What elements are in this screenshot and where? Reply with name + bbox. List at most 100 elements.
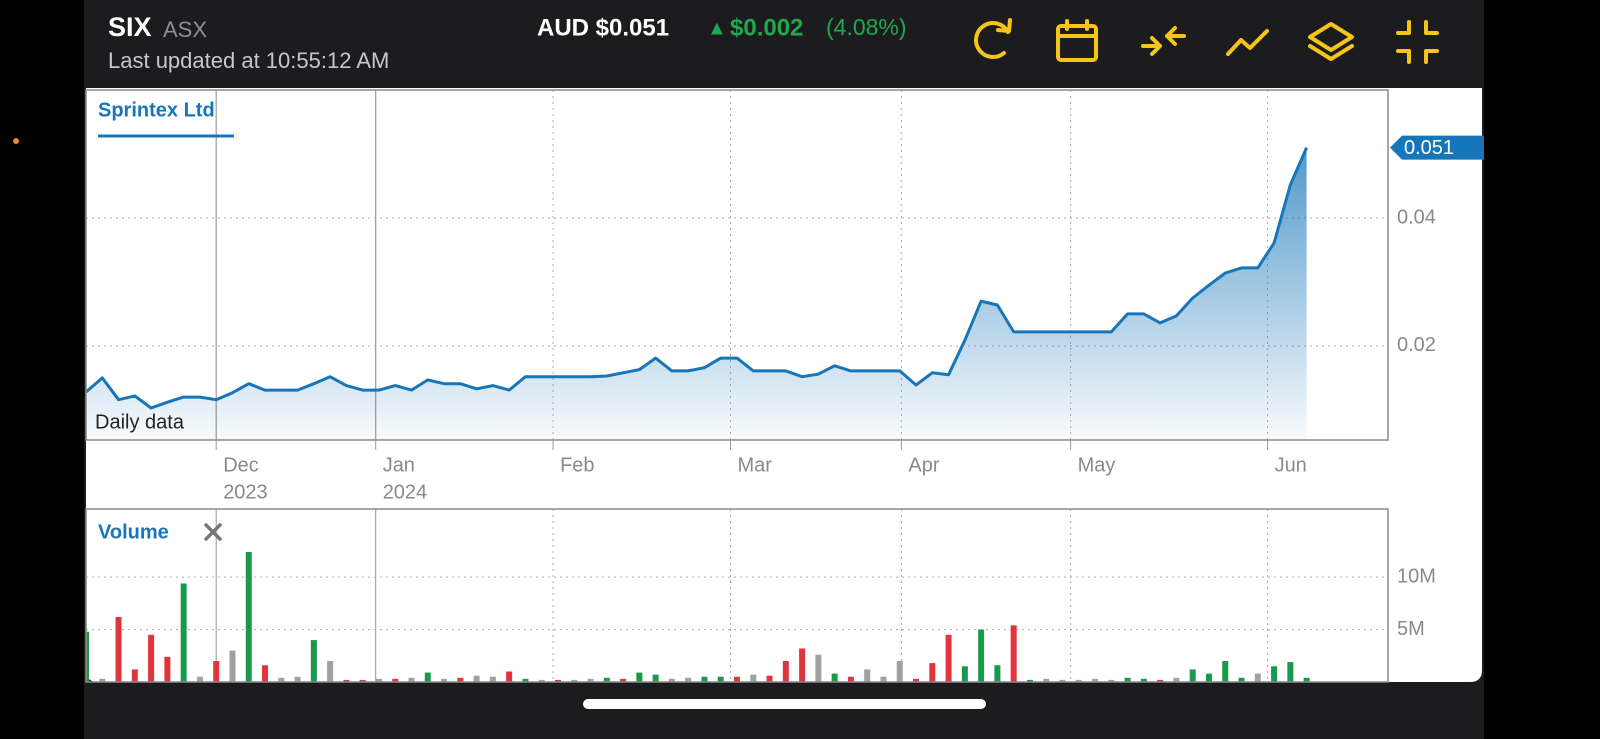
volume-bar (164, 656, 171, 682)
volume-bar (587, 678, 594, 682)
calendar-icon[interactable] (1056, 19, 1098, 62)
volume-bar (1157, 679, 1164, 682)
indicator-dot (13, 138, 19, 144)
volume-bar (945, 634, 952, 682)
volume-bar (929, 663, 936, 682)
volume-bar (278, 677, 285, 682)
x-tick-label: Jan (383, 454, 415, 476)
volume-bar (1254, 673, 1261, 682)
x-tick-label: Feb (560, 454, 594, 476)
volume-bar (571, 679, 578, 682)
volume-bar (620, 678, 627, 682)
volume-bar (750, 674, 757, 682)
volume-bar (1271, 666, 1278, 682)
annotation: Daily data (95, 411, 185, 433)
volume-bar (424, 672, 431, 682)
volume-bar (734, 676, 740, 682)
volume-bar (115, 616, 122, 682)
last-price-label: 0.051 (1404, 137, 1454, 159)
change: $0.002 (730, 14, 803, 41)
volume-bar (1043, 678, 1050, 682)
volume-bar (441, 678, 448, 682)
x-tick-label: May (1078, 454, 1116, 476)
volume-bar (457, 677, 464, 682)
chart-type-icon[interactable] (1226, 29, 1269, 56)
refresh-icon[interactable] (974, 18, 1012, 59)
price: AUD $0.051 (537, 14, 669, 41)
volume-bar (310, 640, 317, 682)
volume-bar (1189, 669, 1196, 682)
volume-bar (408, 677, 415, 682)
volume-bar (1303, 677, 1310, 682)
change-arrow: ▲ (707, 17, 727, 39)
x-tick-label: Dec (223, 454, 259, 476)
volume-title: Volume (98, 521, 169, 543)
x-tick-label: Mar (737, 454, 772, 476)
volume-bar (766, 675, 773, 682)
volume-bar (180, 583, 187, 682)
symbol: SIX (108, 12, 152, 42)
x-tick-year: 2023 (223, 481, 268, 503)
volume-bar (245, 551, 252, 682)
volume-bar (799, 648, 806, 682)
series (86, 551, 1310, 682)
change-percent: (4.08%) (826, 14, 907, 40)
volume-bar (603, 677, 610, 682)
volume-bar (701, 676, 708, 682)
volume-bar (86, 631, 89, 682)
volume-bar (1108, 679, 1115, 682)
price-area (86, 147, 1307, 440)
y-tick-label: 5M (1397, 618, 1425, 640)
last-updated: Last updated at 10:55:12 AM (108, 48, 389, 73)
volume-bar (685, 677, 692, 682)
volume-bar (294, 676, 301, 682)
volume-bar (913, 678, 920, 682)
compare-icon[interactable] (1141, 26, 1186, 56)
volume-bar (847, 676, 854, 682)
volume-bar (522, 678, 529, 682)
volume-bar (815, 654, 822, 682)
volume-bar (506, 671, 513, 682)
header: SIX ASX Last updated at 10:55:12 AM AUD … (108, 12, 907, 73)
volume-bar (961, 666, 968, 682)
volume-bar (489, 676, 496, 682)
volume-bar (1092, 678, 1099, 682)
volume-bar (668, 678, 675, 682)
y-tick-label: 10M (1397, 565, 1436, 587)
volume-bar (782, 661, 789, 682)
volume-bar (392, 678, 399, 682)
volume-bar (864, 669, 871, 682)
volume-bar (1238, 677, 1245, 682)
x-tick-year: 2024 (383, 481, 428, 503)
volume-bar (1222, 661, 1229, 682)
volume-bar (554, 679, 561, 682)
volume-bar (196, 676, 203, 682)
price-chart: Dec 2023 Jan 2024 Feb Mar Apr May Jun 0.02 0.04 0.0… (86, 90, 1484, 503)
chart-title: Sprintex Ltd (98, 99, 215, 121)
volume-bar (538, 679, 545, 682)
volume-bar (636, 672, 643, 682)
x-tick-label: Jun (1275, 454, 1307, 476)
collapse-icon[interactable] (1396, 20, 1439, 64)
volume-bar (359, 679, 366, 682)
volume-bar (375, 678, 382, 682)
volume-bar (1075, 679, 1082, 682)
volume-bar (1287, 662, 1294, 682)
x-tick-label: Apr (908, 454, 939, 476)
close-volume-icon[interactable] (204, 523, 222, 541)
volume-bar (343, 679, 350, 682)
price-line (86, 146, 1308, 410)
volume-bar (1010, 625, 1017, 682)
price-frame (85, 89, 1389, 441)
volume-chart: 5M 10M (86, 509, 1436, 682)
volume-bar (327, 661, 334, 682)
volume-bar (148, 634, 155, 682)
volume-bar (1026, 679, 1033, 682)
volume-bar (978, 629, 985, 682)
volume-bar (99, 678, 106, 682)
y-tick-label: 0.04 (1397, 206, 1436, 228)
layers-icon[interactable] (1308, 22, 1354, 61)
y-tick-label: 0.02 (1397, 334, 1436, 356)
series (86, 146, 1308, 440)
volume-bar (831, 673, 838, 682)
